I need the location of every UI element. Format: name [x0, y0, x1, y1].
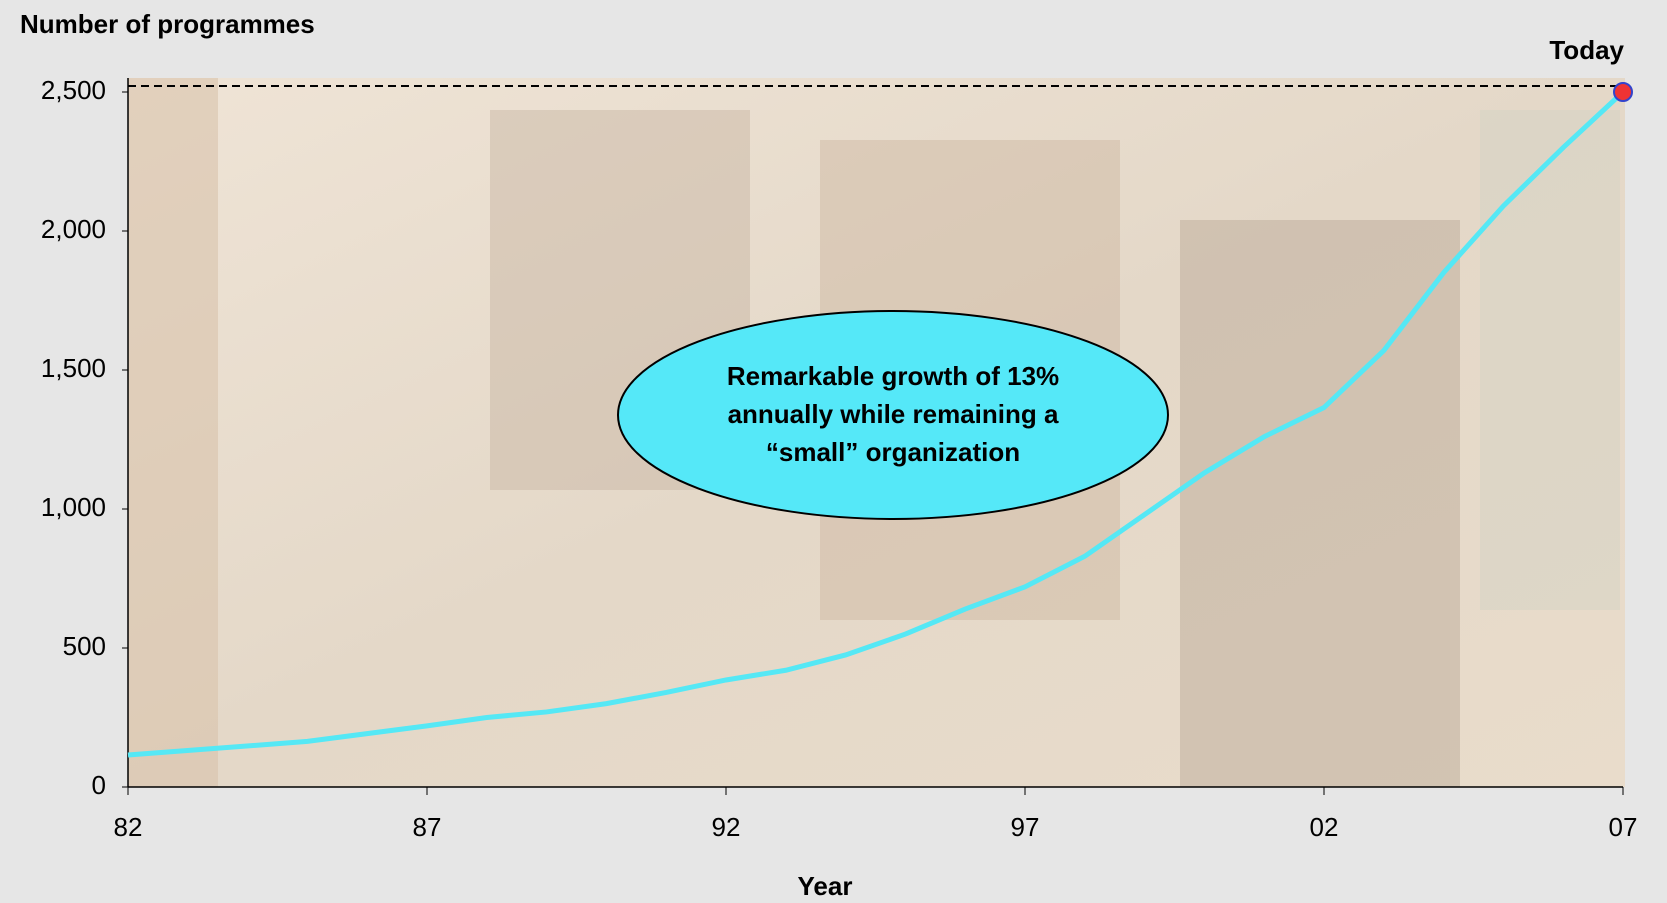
x-tick-label: 07	[1609, 812, 1638, 842]
y-tick-label: 500	[63, 631, 106, 661]
x-tick-label: 97	[1011, 812, 1040, 842]
y-tick-label: 1,500	[41, 353, 106, 383]
end-marker	[1613, 82, 1633, 102]
x-tick-label: 87	[413, 812, 442, 842]
y-tick-label: 0	[92, 770, 106, 800]
photo-shade	[1480, 110, 1620, 610]
y-tick-label: 2,000	[41, 214, 106, 244]
y-tick-label: 1,000	[41, 492, 106, 522]
x-tick-label: 92	[712, 812, 741, 842]
x-tick-label: 02	[1310, 812, 1339, 842]
annotation-bubble	[617, 310, 1169, 520]
y-axis-title: Number of programmes	[20, 9, 315, 39]
data-line	[127, 90, 1625, 758]
y-tick-label: 2,500	[41, 75, 106, 105]
photo-shade	[128, 78, 218, 787]
end-label: Today	[1549, 35, 1624, 65]
x-tick-label: 82	[114, 812, 143, 842]
annotation-text: “small” organization	[766, 437, 1020, 467]
annotation-text: Remarkable growth of 13%	[727, 361, 1059, 391]
x-axis-title: Year	[798, 871, 853, 901]
annotation-text: annually while remaining a	[728, 399, 1059, 429]
